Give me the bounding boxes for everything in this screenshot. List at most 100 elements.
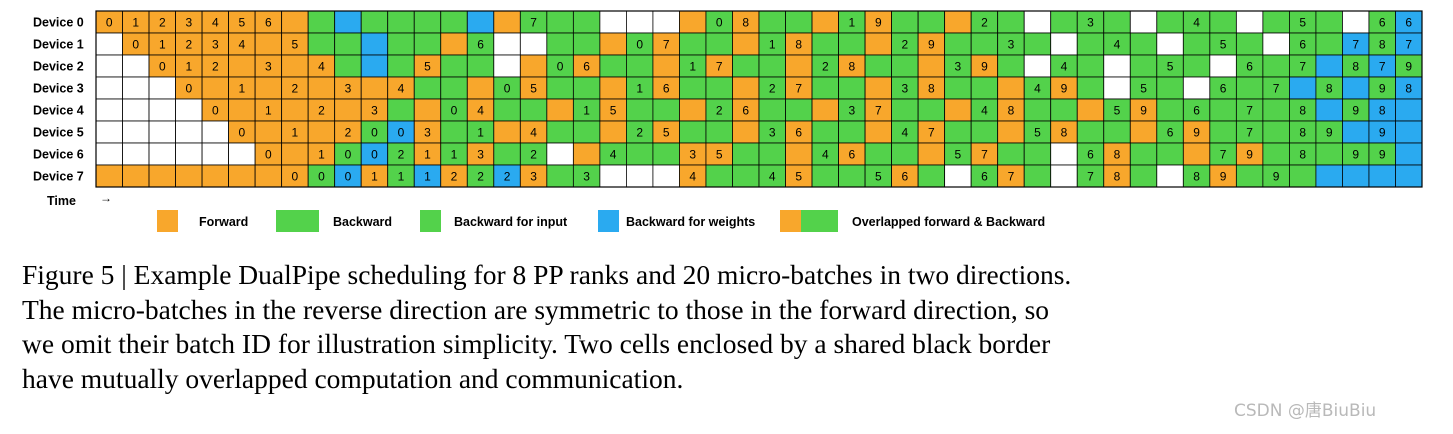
micro-batch-id: 5 — [1114, 103, 1121, 117]
schedule-cell — [440, 120, 468, 144]
legend-swatch — [598, 210, 619, 232]
schedule-cell — [201, 120, 230, 144]
micro-batch-id: 0 — [239, 125, 246, 139]
micro-batch-id: 1 — [689, 59, 696, 73]
micro-batch-id: 8 — [1193, 169, 1200, 183]
micro-batch-id: 9 — [1379, 147, 1386, 161]
schedule-cell — [1156, 32, 1184, 56]
micro-batch-id: 1 — [424, 147, 431, 161]
micro-batch-id: 6 — [1193, 103, 1200, 117]
schedule-cell — [95, 98, 123, 122]
schedule-cell — [1050, 10, 1078, 34]
device-row: 0 1 2 3 4 5 6 0 7 1 8 2 9 3 4 5 6 7 8 7 — [95, 32, 1423, 56]
caption-line: have mutually overlapped computation and… — [22, 362, 684, 394]
schedule-cell — [997, 10, 1025, 34]
micro-batch-id: 1 — [159, 37, 166, 51]
micro-batch-id: 5 — [1220, 37, 1227, 51]
schedule-cell — [599, 32, 627, 56]
schedule-cell — [811, 76, 839, 100]
schedule-cell — [1289, 164, 1317, 188]
micro-batch-id: 4 — [981, 103, 988, 117]
schedule-cell — [1076, 76, 1105, 100]
schedule-cell — [546, 10, 574, 34]
schedule-cell — [307, 32, 336, 56]
schedule-cell — [944, 32, 972, 56]
micro-batch-id: 7 — [1352, 37, 1359, 51]
schedule-grid: 0 1 2 3 4 5 6 7 0 8 1 9 2 3 4 5 6 6 0 1 2 3 4 5 6 0 7 1 8 2 9 3 4 5 6 7 8 7 0 1… — [95, 10, 1423, 188]
schedule-cell — [705, 76, 733, 100]
micro-batch-id: 6 — [663, 81, 670, 95]
micro-batch-id: 2 — [902, 37, 909, 51]
micro-batch-id: 2 — [318, 103, 325, 117]
time-label: Time — [47, 194, 76, 208]
schedule-cell — [281, 98, 309, 122]
device-label: Device 0 — [33, 16, 84, 30]
micro-batch-id: 9 — [1273, 169, 1280, 183]
schedule-cell — [599, 164, 627, 188]
micro-batch-id: 0 — [371, 147, 378, 161]
legend-swatch — [276, 210, 319, 232]
micro-batch-id: 4 — [1034, 81, 1041, 95]
schedule-cell — [546, 98, 574, 122]
micro-batch-id: 9 — [1326, 125, 1333, 139]
schedule-cell — [281, 142, 309, 166]
micro-batch-id: 1 — [848, 15, 855, 29]
schedule-cell — [546, 120, 574, 144]
micro-batch-id: 3 — [583, 169, 590, 183]
schedule-cell — [891, 142, 919, 166]
schedule-cell — [732, 164, 760, 188]
legend-swatch — [780, 210, 801, 232]
schedule-cell — [572, 142, 601, 166]
micro-batch-id: 6 — [1220, 81, 1227, 95]
micro-batch-id: 0 — [557, 59, 564, 73]
micro-batch-id: 2 — [504, 169, 511, 183]
schedule-cell — [1023, 98, 1052, 122]
schedule-cell — [864, 32, 893, 56]
schedule-cell — [440, 76, 468, 100]
schedule-cell — [652, 10, 680, 34]
micro-batch-id: 8 — [1379, 103, 1386, 117]
schedule-cell — [95, 54, 123, 78]
schedule-cell — [440, 32, 468, 56]
micro-batch-id: 3 — [1087, 15, 1094, 29]
micro-batch-id: 6 — [1379, 15, 1386, 29]
schedule-cell — [122, 164, 150, 188]
schedule-cell — [732, 54, 760, 78]
schedule-cell — [1315, 54, 1343, 78]
schedule-cell — [626, 54, 654, 78]
schedule-cell — [785, 54, 813, 78]
schedule-cell — [546, 164, 574, 188]
schedule-cell — [1315, 10, 1343, 34]
schedule-cell — [122, 142, 150, 166]
schedule-cell — [838, 120, 866, 144]
schedule-cell — [387, 10, 415, 34]
schedule-cell — [1395, 120, 1423, 144]
schedule-cell — [970, 120, 999, 144]
device-row: 0 1 2 3 4 5 0 6 1 7 2 8 3 9 4 5 6 7 8 7 9 — [95, 54, 1423, 78]
micro-batch-id: 3 — [185, 15, 192, 29]
micro-batch-id: 0 — [318, 169, 325, 183]
schedule-cell — [997, 142, 1025, 166]
micro-batch-id: 4 — [1061, 59, 1068, 73]
schedule-cell — [1235, 32, 1264, 56]
schedule-cell — [785, 10, 813, 34]
schedule-cell — [334, 98, 362, 122]
schedule-cell — [1182, 54, 1211, 78]
schedule-cell — [360, 76, 389, 100]
schedule-cell — [732, 32, 760, 56]
schedule-cell — [891, 98, 919, 122]
micro-batch-id: 4 — [1114, 37, 1121, 51]
legend-item: Backward for input — [420, 210, 568, 232]
micro-batch-id: 0 — [185, 81, 192, 95]
schedule-cell — [811, 10, 839, 34]
schedule-cell — [1050, 142, 1078, 166]
schedule-cell — [334, 10, 362, 34]
micro-batch-id: 7 — [1273, 81, 1280, 95]
schedule-cell — [493, 10, 521, 34]
micro-batch-id: 1 — [583, 103, 590, 117]
micro-batch-id: 6 — [1246, 59, 1253, 73]
schedule-cell — [1076, 32, 1105, 56]
schedule-cell — [1050, 32, 1078, 56]
micro-batch-id: 4 — [398, 81, 405, 95]
schedule-cell — [732, 76, 760, 100]
